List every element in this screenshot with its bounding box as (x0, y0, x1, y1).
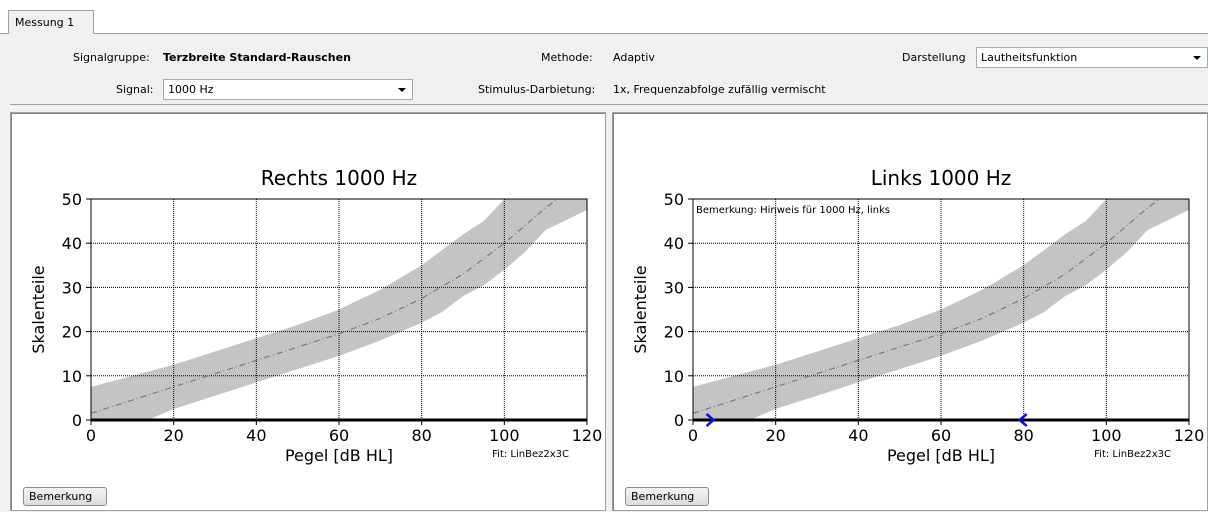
y-tick-label: 40 (62, 234, 82, 253)
y-tick-label: 0 (674, 411, 684, 430)
y-tick-label: 10 (62, 367, 82, 386)
methode-label: Methode: (541, 51, 593, 64)
x-tick-label: 100 (1091, 426, 1122, 445)
signalgruppe-label: Signalgruppe: (73, 51, 150, 64)
x-tick-label: 40 (848, 426, 868, 445)
chart-panel-rechts: Rechts 1000 Hz 0 20 40 60 80 100 120 0 10 20 30 40 50… (10, 112, 606, 511)
chevron-down-icon (398, 88, 406, 92)
bemerkung-button[interactable]: Bemerkung (625, 487, 709, 506)
signal-label: Signal: (116, 83, 154, 96)
tab-messung-1[interactable]: Messung 1 (8, 10, 94, 34)
chart-panel-links: Links 1000 Hz 0 20 40 60 80 100 120 0 10 20 30 40 50 P… (612, 112, 1208, 511)
methode-value: Adaptiv (613, 51, 655, 64)
chart-rechts: Rechts 1000 Hz 0 20 40 60 80 100 120 0 10 20 30 40 50… (29, 166, 603, 465)
threshold-marker (705, 413, 716, 427)
x-tick-label: 20 (765, 426, 785, 445)
chart-links: Links 1000 Hz 0 20 40 60 80 100 120 0 10 20 30 40 50 P… (631, 166, 1205, 465)
x-tick-label: 0 (86, 426, 96, 445)
y-tick-label: 10 (664, 367, 684, 386)
chart-title: Rechts 1000 Hz (261, 166, 417, 190)
darstellung-label: Darstellung (902, 51, 966, 64)
bemerkung-button[interactable]: Bemerkung (23, 487, 107, 506)
y-tick-label: 0 (72, 411, 82, 430)
y-tick-label: 30 (62, 278, 82, 297)
header-panel: Signalgruppe: Terzbreite Standard-Rausch… (0, 38, 1208, 104)
annotation-text: Bemerkung: Hinweis für 1000 Hz, links (696, 205, 890, 216)
x-tick-label: 40 (246, 426, 266, 445)
x-axis-label: Pegel [dB HL] (887, 446, 995, 465)
signalgruppe-value: Terzbreite Standard-Rauschen (163, 51, 351, 64)
tab-bar: Messung 1 (0, 0, 1208, 34)
fit-label: Fit: LinBez2x3C (1094, 449, 1171, 460)
signal-select-value: 1000 Hz (168, 83, 214, 96)
y-tick-label: 50 (62, 190, 82, 209)
chart-title: Links 1000 Hz (871, 166, 1012, 190)
y-tick-label: 20 (664, 323, 684, 342)
y-tick-label: 20 (62, 323, 82, 342)
fit-label: Fit: LinBez2x3C (492, 449, 569, 460)
x-tick-label: 120 (1174, 426, 1205, 445)
stimulus-value: 1x, Frequenzabfolge zufällig vermischt (613, 83, 826, 96)
y-tick-label: 50 (664, 190, 684, 209)
chevron-down-icon (1193, 56, 1201, 60)
x-tick-label: 120 (572, 426, 603, 445)
stimulus-label: Stimulus-Darbietung: (478, 83, 596, 96)
x-tick-label: 100 (489, 426, 520, 445)
x-tick-label: 60 (329, 426, 349, 445)
darstellung-select[interactable]: Lautheitsfunktion (976, 47, 1208, 68)
splitter[interactable] (10, 104, 1208, 108)
x-tick-label: 80 (1013, 426, 1033, 445)
y-tick-label: 30 (664, 278, 684, 297)
tab-separator (0, 33, 1208, 34)
x-tick-label: 0 (688, 426, 698, 445)
x-tick-label: 80 (411, 426, 431, 445)
fit-line (693, 199, 1161, 414)
y-axis-label: Skalenteile (631, 265, 650, 353)
x-axis-label: Pegel [dB HL] (285, 446, 393, 465)
fit-line (91, 199, 559, 414)
signal-select[interactable]: 1000 Hz (163, 79, 413, 100)
y-tick-label: 40 (664, 234, 684, 253)
x-tick-label: 20 (163, 426, 183, 445)
darstellung-select-value: Lautheitsfunktion (981, 51, 1078, 64)
threshold-marker (1017, 413, 1028, 427)
x-tick-label: 60 (931, 426, 951, 445)
y-axis-label: Skalenteile (29, 265, 48, 353)
